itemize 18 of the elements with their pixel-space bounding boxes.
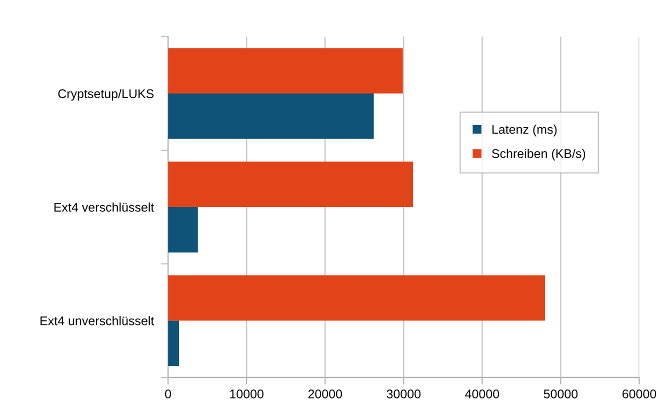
bar [168, 94, 374, 139]
y-tick-label: Ext4 verschlüsselt [54, 202, 154, 212]
x-tick-label: 50000 [544, 390, 578, 398]
bar [168, 48, 403, 94]
bar [168, 275, 545, 321]
legend-label: Schreiben (KB/s) [492, 148, 586, 160]
x-tick-label: 60000 [622, 390, 656, 398]
x-tick-label: 10000 [230, 390, 264, 398]
bar [168, 320, 180, 366]
bar [168, 207, 198, 252]
x-tick-label: 30000 [386, 390, 421, 398]
y-tick-label: Cryptsetup/LUKS [58, 88, 154, 101]
x-tick-label: 0 [165, 390, 172, 398]
x-tick-label: 20000 [308, 390, 342, 398]
legend-label: Latenz (ms) [492, 124, 557, 136]
y-tick-label: Ext4 unverschlüsselt [40, 316, 154, 326]
bar [168, 162, 414, 208]
x-tick-label: 40000 [465, 390, 500, 398]
